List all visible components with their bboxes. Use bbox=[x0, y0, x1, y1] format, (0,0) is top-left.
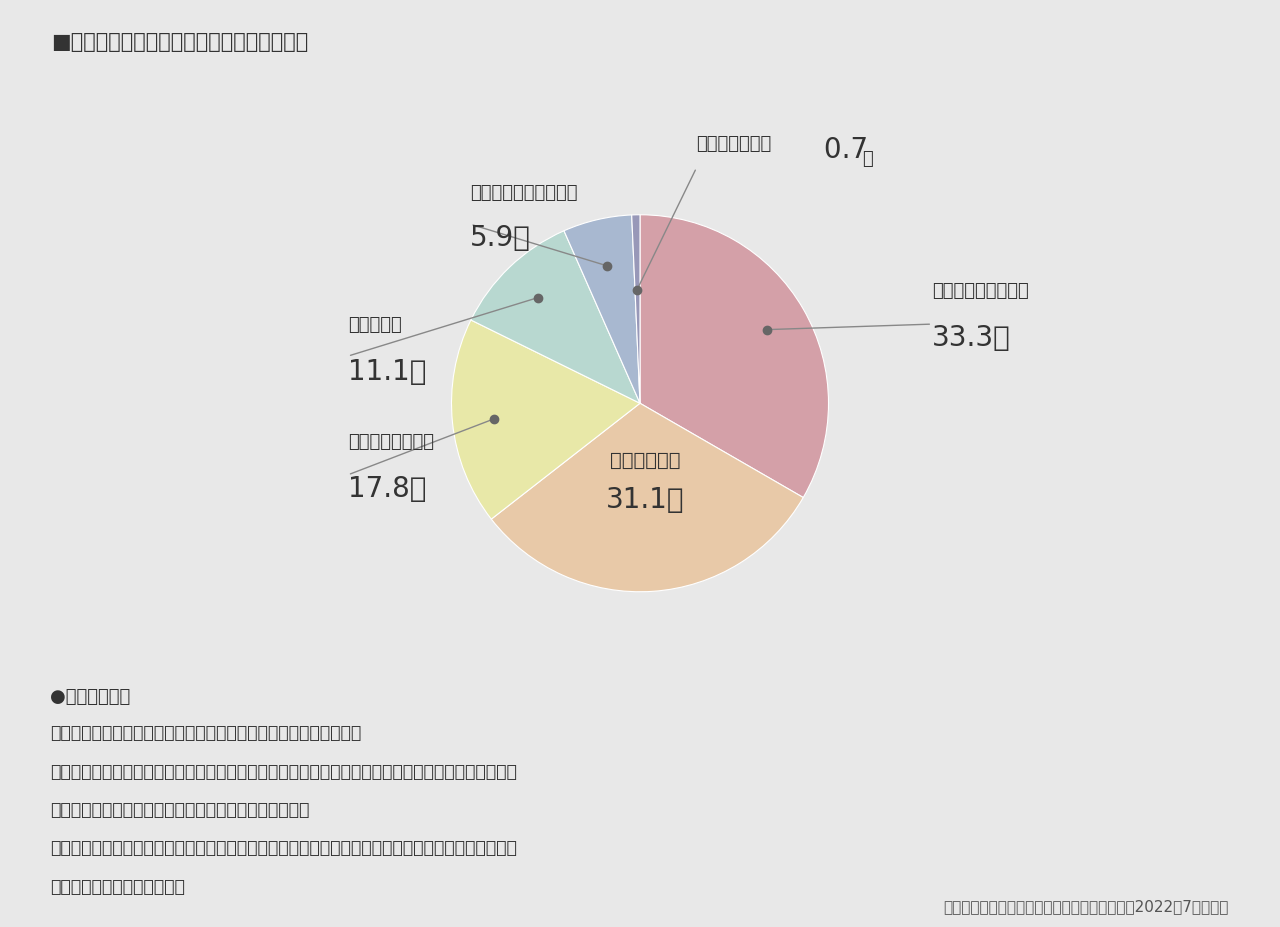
Text: ■母力に住む以前の暮らしと比較した充実度: ■母力に住む以前の暮らしと比較した充実度 bbox=[51, 32, 308, 53]
Wedge shape bbox=[471, 232, 640, 404]
Text: ％: ％ bbox=[863, 150, 873, 168]
Wedge shape bbox=[564, 216, 640, 404]
Text: 「転勤で知り合いもいない中、毎日誰かしら会ってちょこっと会話できるだけでここに引っ越してき: 「転勤で知り合いもいない中、毎日誰かしら会ってちょこっと会話できるだけでここに引… bbox=[50, 839, 517, 857]
Text: 11.1％: 11.1％ bbox=[348, 358, 426, 386]
Text: ●充実度の理由: ●充実度の理由 bbox=[50, 688, 131, 705]
Text: 充実していない: 充実していない bbox=[696, 135, 772, 153]
Wedge shape bbox=[640, 215, 828, 498]
Text: 0.7: 0.7 bbox=[815, 135, 868, 163]
Text: とても充実している: とても充実している bbox=[932, 282, 1029, 299]
Wedge shape bbox=[632, 215, 640, 404]
Wedge shape bbox=[452, 321, 640, 519]
Text: 17.8％: 17.8％ bbox=[348, 475, 426, 502]
Text: あまり充実していない: あまり充実していない bbox=[470, 184, 577, 202]
Text: 出典：旭化成ホームズ「母力テナント調査」（2022年7月）より: 出典：旭化成ホームズ「母力テナント調査」（2022年7月）より bbox=[943, 898, 1229, 913]
Text: 「同年代の子供を持つ家族が近くにいる安心感が得られています」: 「同年代の子供を持つ家族が近くにいる安心感が得られています」 bbox=[50, 724, 362, 742]
Text: 33.3％: 33.3％ bbox=[932, 324, 1011, 352]
Text: 31.1％: 31.1％ bbox=[605, 486, 685, 514]
Text: 充実している: 充実している bbox=[611, 451, 681, 470]
Text: 「何か困ったことがあればすぐに相談できる相手が近くにいるので安心している。また、自分の子供: 「何か困ったことがあればすぐに相談できる相手が近くにいるので安心している。また、… bbox=[50, 762, 517, 780]
Text: のことをよく知ってくれているので、相談もしやすい」: のことをよく知ってくれているので、相談もしやすい」 bbox=[50, 800, 310, 819]
Text: 5.9％: 5.9％ bbox=[470, 224, 531, 252]
Text: やや充実している: やや充実している bbox=[348, 433, 434, 451]
Wedge shape bbox=[492, 404, 804, 592]
Text: て良かったなぁと思います」: て良かったなぁと思います」 bbox=[50, 877, 186, 895]
Text: 変わらない: 変わらない bbox=[348, 316, 402, 334]
